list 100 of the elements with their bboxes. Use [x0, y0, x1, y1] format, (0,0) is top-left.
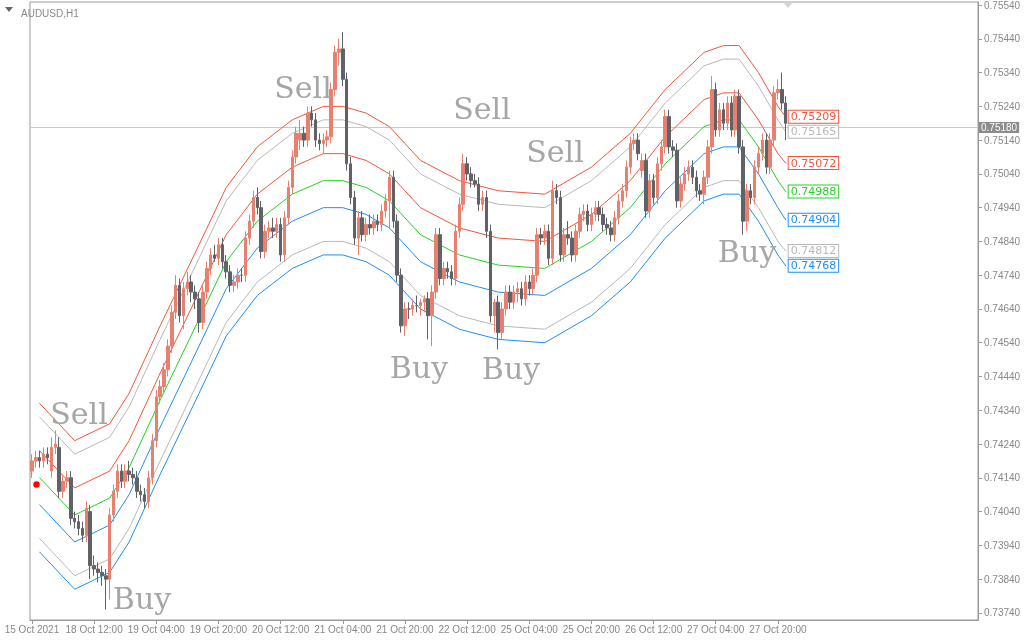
- y-tick-label: 0.74640: [984, 303, 1021, 315]
- candlestick: [302, 126, 306, 148]
- y-tick-label: 0.73840: [984, 573, 1021, 585]
- candlestick: [135, 470, 139, 499]
- candlestick: [419, 298, 422, 317]
- text: AUDUSD,H1: [21, 7, 80, 19]
- candlestick: [127, 460, 131, 482]
- y-tick-label: 0.73740: [984, 607, 1021, 619]
- candlestick: [438, 227, 442, 286]
- y-tick-label: 0.75240: [984, 100, 1021, 112]
- candlestick: [562, 227, 566, 263]
- candlestick: [609, 220, 613, 242]
- candlestick: [143, 487, 146, 509]
- candlestick: [745, 183, 749, 232]
- data-label: 0.74812: [790, 244, 837, 258]
- annotation: Sell: [526, 133, 584, 169]
- candlestick: [636, 132, 640, 161]
- candlestick: [718, 102, 721, 138]
- x-tick-label: 27 Oct 04:00: [687, 623, 745, 635]
- candlestick: [648, 173, 651, 219]
- candlestick: [372, 213, 376, 236]
- candlestick: [42, 446, 45, 469]
- candlestick: [644, 153, 648, 219]
- candlestick: [543, 224, 547, 246]
- candlestick: [85, 500, 88, 543]
- candlestick: [403, 301, 407, 337]
- candlestick: [714, 82, 717, 138]
- y-tick-label: 0.75340: [984, 67, 1021, 79]
- candlestick: [275, 217, 278, 239]
- candlestick: [38, 450, 41, 469]
- x-tick-label: 25 Oct 20:00: [562, 623, 621, 635]
- candlestick: [749, 183, 752, 205]
- candlestick: [279, 217, 282, 263]
- candlestick: [477, 176, 480, 212]
- data-label: 0.75165: [790, 125, 837, 139]
- y-tick-label: 0.74440: [984, 371, 1021, 383]
- candlestick: [357, 210, 360, 256]
- candlestick: [481, 190, 484, 212]
- x-tick-label: 25 Oct 04:00: [500, 623, 559, 635]
- y-tick-label: 0.74840: [984, 235, 1021, 247]
- candlestick: [551, 180, 554, 266]
- candlestick: [376, 213, 379, 232]
- candlestick: [765, 132, 768, 175]
- candlestick: [733, 88, 737, 138]
- y-tick-label: 0.74140: [984, 472, 1021, 484]
- candlestick: [364, 217, 368, 242]
- candlestick: [426, 291, 430, 340]
- candlestick: [415, 294, 418, 313]
- candlestick: [263, 224, 267, 259]
- x-tick-label: 19 Oct 20:00: [189, 623, 248, 635]
- candlestick: [88, 504, 92, 580]
- candlestick: [213, 244, 216, 263]
- annotation: Sell: [274, 69, 332, 105]
- candlestick: [322, 132, 325, 155]
- candlestick: [217, 237, 220, 266]
- candlestick: [524, 274, 527, 307]
- x-tick-label: 26 Oct 12:00: [624, 623, 683, 635]
- candlestick: [586, 203, 589, 232]
- candlestick: [726, 95, 729, 131]
- candlestick: [496, 294, 500, 350]
- candlestick: [539, 227, 543, 246]
- x-tick-label: 18 Oct 12:00: [65, 623, 124, 635]
- annotation: Buy: [481, 350, 541, 386]
- x-tick-label: 27 Oct 20:00: [749, 623, 807, 635]
- candlestick: [61, 473, 65, 499]
- x-tick-label: 21 Oct 20:00: [376, 623, 434, 635]
- annotation: Buy: [112, 580, 172, 616]
- candlestick: [30, 453, 34, 479]
- candlestick: [640, 153, 644, 178]
- candlestick: [123, 463, 127, 489]
- candlestick: [368, 213, 372, 236]
- y-tick-label: 0.74240: [984, 438, 1021, 450]
- candlestick: [730, 95, 733, 138]
- candlestick: [652, 173, 655, 205]
- y-tick-label: 0.74340: [984, 404, 1021, 416]
- y-tick-label: 0.74040: [984, 506, 1021, 518]
- candlestick: [667, 109, 671, 155]
- candlestick: [69, 470, 73, 526]
- x-tick-label: 15 Oct 2021: [4, 623, 60, 635]
- data-label: 0.74768: [790, 259, 837, 273]
- candlestick: [178, 278, 181, 323]
- candlestick: [722, 102, 725, 131]
- ref-line-label: 0.75180: [981, 122, 1018, 133]
- x-tick-label: 20 Oct 12:00: [251, 623, 310, 635]
- candlestick: [411, 298, 414, 317]
- candlestick: [306, 105, 310, 148]
- y-tick-label: 0.75440: [984, 33, 1021, 45]
- candlestick: [675, 143, 679, 209]
- y-tick-label: 0.73940: [984, 539, 1021, 551]
- x-tick-label: 19 Oct 04:00: [127, 623, 186, 635]
- candlestick: [547, 224, 550, 266]
- data-label: 0.74904: [790, 213, 837, 227]
- y-tick-label: 0.74740: [984, 269, 1021, 281]
- candlestick: [57, 436, 61, 499]
- candlestick: [407, 301, 411, 320]
- annotation: Sell: [50, 395, 108, 431]
- candlestick: [450, 264, 453, 286]
- candlestick: [423, 294, 426, 313]
- data-label: 0.75209: [790, 110, 837, 124]
- x-tick-label: 22 Oct 12:00: [438, 623, 497, 635]
